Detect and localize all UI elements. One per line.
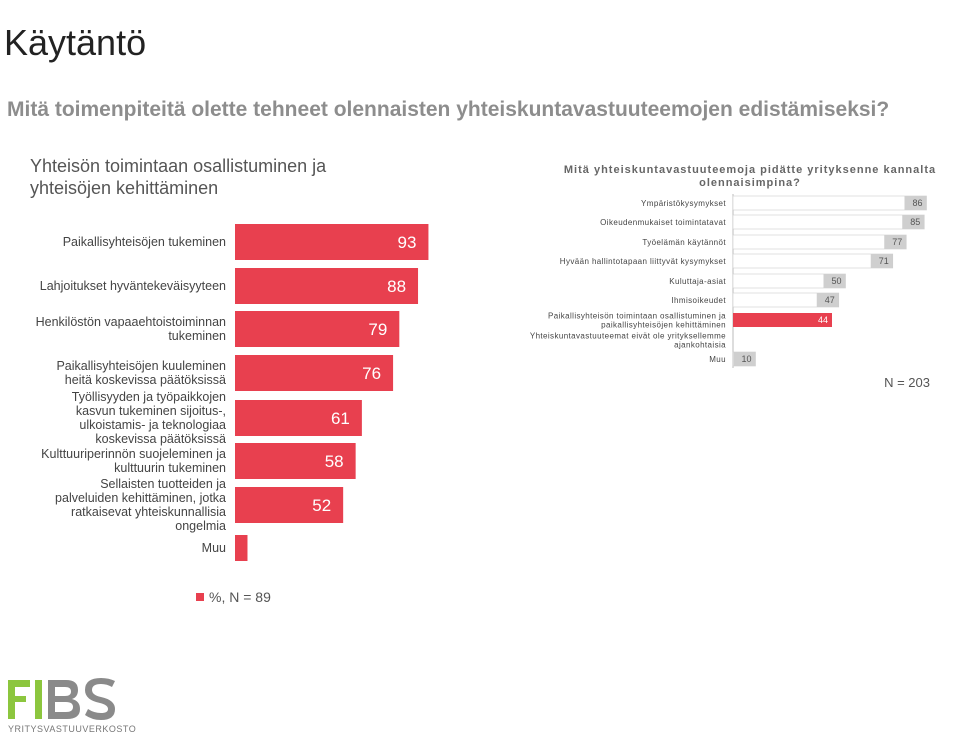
left-bar-value-0: 93	[398, 233, 417, 252]
left-category-label-7: Muu	[202, 541, 226, 555]
right-category-label-5: Ihmisoikeudet	[671, 296, 726, 305]
left-category-label-6: Sellaisten tuotteiden ja palveluiden kehi…	[55, 477, 226, 533]
right-category-label-3: Hyvään hallintotapaan liittyvät kysymyks…	[560, 257, 727, 266]
right-bar-labelbox-8	[733, 352, 756, 366]
right-bar-value-3: 71	[879, 256, 889, 266]
right-bar-value-5: 47	[825, 295, 835, 305]
right-bar-labelbox-1	[902, 215, 925, 229]
left-category-label-3: Paikallisyhteisöjen kuuleminen heitä kosk…	[56, 359, 226, 387]
right-bar-value-0: 86	[912, 198, 922, 208]
left-bar-1	[235, 268, 419, 304]
right-category-label-0: Ympäristökysymykset	[641, 199, 726, 208]
left-bar-7	[235, 535, 248, 561]
right-chart-n-label: N = 203	[884, 375, 930, 390]
legend-swatch	[196, 593, 204, 601]
right-bar-value-1: 85	[910, 217, 920, 227]
fibs-logo: YRITYSVASTUUVERKOSTO	[8, 678, 136, 734]
left-bar-6	[235, 487, 344, 523]
right-bar-6	[733, 313, 832, 327]
left-bar-value-7: 6	[226, 539, 235, 558]
right-bar-1	[732, 214, 925, 230]
right-category-label-1: Oikeudenmukaiset toimintatavat	[600, 218, 726, 227]
right-category-label-8: Muu	[709, 355, 726, 364]
right-bar-2	[732, 234, 907, 250]
left-bar-value-2: 79	[368, 320, 387, 339]
right-bar-0	[732, 195, 927, 211]
right-bar-labelbox-5	[816, 293, 839, 307]
left-bar-5	[235, 443, 356, 479]
right-category-label-4: Kuluttaja-asiat	[669, 277, 726, 286]
left-bar-value-6: 52	[312, 496, 331, 515]
left-bar-value-5: 58	[325, 452, 344, 471]
page-title: Käytäntö	[4, 22, 147, 63]
right-bar-3	[732, 253, 894, 269]
left-category-label-4: Työllisyyden ja työpaikkojen kasvun tukem…	[72, 390, 226, 446]
right-bar-labelbox-0	[904, 196, 927, 210]
left-category-label-1: Lahjoitukset hyväntekeväisyyteen	[40, 279, 226, 293]
legend-label: %, N = 89	[209, 589, 271, 605]
left-chart-legend: %, N = 89	[196, 589, 271, 605]
left-bar-0	[235, 224, 429, 260]
left-category-label-2: Henkilöstön vapaaehtoistoiminnan tukemine…	[36, 315, 226, 343]
right-category-label-6: Paikallisyhteisön toimintaan osallistumi…	[548, 312, 726, 330]
right-bar-labelbox-3	[870, 254, 893, 268]
left-bar-value-4: 61	[331, 409, 350, 428]
right-chart-title: Mitä yhteiskuntavastuuteemoja pidätte yr…	[563, 164, 937, 189]
right-bar-value-6: 44	[818, 315, 828, 325]
left-category-label-5: Kulttuuriperinnön suojeleminen ja kulttuu…	[41, 447, 226, 475]
left-category-label-0: Paikallisyhteisöjen tukeminen	[63, 235, 226, 249]
right-bar-value-2: 77	[892, 237, 902, 247]
left-bar-value-1: 88	[387, 277, 406, 296]
left-bar-2	[235, 311, 400, 347]
right-category-label-7: Yhteiskuntavastuuteemat eivät ole yrityk…	[530, 332, 726, 350]
left-bar-3	[235, 355, 394, 391]
right-bar-value-4: 50	[831, 276, 841, 286]
right-category-label-2: Työelämän käytännöt	[642, 238, 726, 247]
right-bar-labelbox-4	[823, 274, 846, 288]
logo-subtitle: YRITYSVASTUUVERKOSTO	[8, 724, 136, 734]
left-chart-title: Yhteisön toimintaan osallistuminen ja yh…	[30, 156, 327, 198]
right-bar-labelbox-2	[884, 235, 907, 249]
right-bar-value-8: 10	[741, 354, 751, 364]
survey-question: Mitä toimenpiteitä olette tehneet olenna…	[7, 98, 890, 121]
left-bar-4	[235, 400, 362, 436]
left-bar-value-3: 76	[362, 364, 381, 383]
